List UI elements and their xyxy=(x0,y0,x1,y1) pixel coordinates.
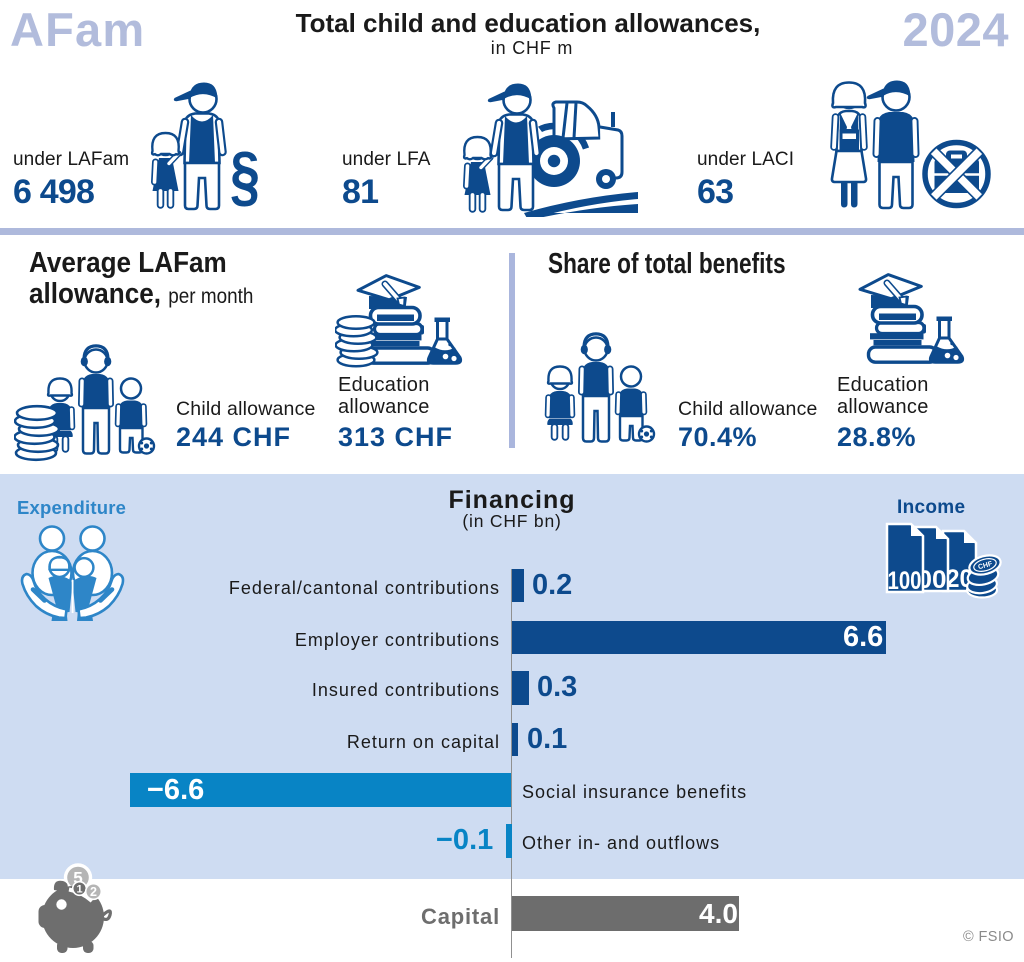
svg-text:1: 1 xyxy=(76,884,82,896)
svg-text:5: 5 xyxy=(73,869,82,888)
svg-text:100: 100 xyxy=(888,567,922,595)
svg-text:CHF: CHF xyxy=(977,561,993,572)
svg-text:2: 2 xyxy=(90,885,97,899)
svg-text:§: § xyxy=(230,138,260,214)
